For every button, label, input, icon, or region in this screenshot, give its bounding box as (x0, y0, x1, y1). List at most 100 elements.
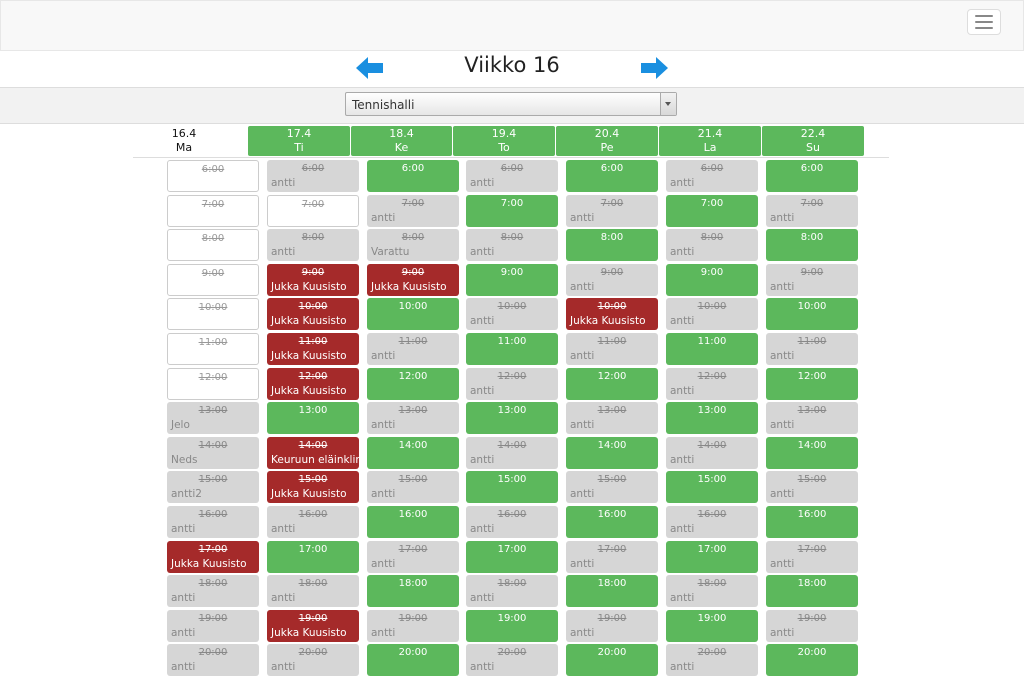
arrow-right-icon[interactable] (640, 57, 668, 79)
time-slot[interactable]: 19:00 antti (367, 610, 459, 642)
time-slot[interactable]: 17:00 (267, 541, 359, 573)
time-slot[interactable]: 7:00 (466, 195, 558, 227)
time-slot[interactable]: 19:00 Jukka Kuusisto (267, 610, 359, 642)
time-slot[interactable]: 12:00 (766, 368, 858, 400)
arrow-left-icon[interactable] (356, 57, 384, 79)
time-slot[interactable]: 20:00 antti (466, 644, 558, 676)
time-slot[interactable]: 15:00 antti2 (167, 471, 259, 503)
time-slot[interactable]: 18:00 (766, 575, 858, 607)
time-slot[interactable]: 9:00 Jukka Kuusisto (267, 264, 359, 296)
time-slot[interactable]: 20:00 antti (267, 644, 359, 676)
time-slot[interactable]: 20:00 antti (666, 644, 758, 676)
time-slot[interactable]: 7:00 antti (367, 195, 459, 227)
time-slot[interactable]: 14:00 antti (466, 437, 558, 469)
time-slot[interactable]: 11:00 (466, 333, 558, 365)
time-slot[interactable]: 12:00 Jukka Kuusisto (267, 368, 359, 400)
time-slot[interactable]: 6:00 (367, 160, 459, 192)
time-slot[interactable]: 8:00 (566, 229, 658, 261)
time-slot[interactable]: 8:00 (766, 229, 858, 261)
time-slot[interactable]: 7:00 (267, 195, 359, 227)
time-slot[interactable]: 13:00 antti (367, 402, 459, 434)
time-slot[interactable]: 20:00 antti (167, 644, 259, 676)
time-slot[interactable]: 15:00 (466, 471, 558, 503)
time-slot[interactable]: 16:00 (367, 506, 459, 538)
time-slot[interactable]: 11:00 (666, 333, 758, 365)
time-slot[interactable]: 10:00 Jukka Kuusisto (566, 298, 658, 330)
time-slot[interactable]: 18:00 antti (466, 575, 558, 607)
time-slot[interactable]: 20:00 (367, 644, 459, 676)
time-slot[interactable]: 18:00 antti (267, 575, 359, 607)
time-slot[interactable]: 9:00 (466, 264, 558, 296)
time-slot[interactable]: 6:00 antti (466, 160, 558, 192)
time-slot[interactable]: 15:00 antti (766, 471, 858, 503)
chevron-down-icon[interactable] (660, 93, 676, 115)
time-slot[interactable]: 7:00 (666, 195, 758, 227)
time-slot[interactable]: 10:00 (167, 298, 259, 330)
time-slot[interactable]: 6:00 antti (666, 160, 758, 192)
time-slot[interactable]: 14:00 (766, 437, 858, 469)
time-slot[interactable]: 12:00 antti (666, 368, 758, 400)
time-slot[interactable]: 18:00 (367, 575, 459, 607)
time-slot[interactable]: 16:00 (766, 506, 858, 538)
time-slot[interactable]: 8:00 antti (267, 229, 359, 261)
time-slot[interactable]: 10:00 antti (666, 298, 758, 330)
time-slot[interactable]: 15:00 Jukka Kuusisto (267, 471, 359, 503)
time-slot[interactable]: 11:00 antti (367, 333, 459, 365)
time-slot[interactable]: 11:00 antti (766, 333, 858, 365)
time-slot[interactable]: 7:00 antti (566, 195, 658, 227)
time-slot[interactable]: 9:00 (666, 264, 758, 296)
time-slot[interactable]: 7:00 antti (766, 195, 858, 227)
time-slot[interactable]: 9:00 (167, 264, 259, 296)
time-slot[interactable]: 13:00 antti (766, 402, 858, 434)
time-slot[interactable]: 14:00 (566, 437, 658, 469)
time-slot[interactable]: 14:00 Keuruun eläinklin (267, 437, 359, 469)
time-slot[interactable]: 12:00 antti (466, 368, 558, 400)
time-slot[interactable]: 16:00 (566, 506, 658, 538)
time-slot[interactable]: 14:00 Neds (167, 437, 259, 469)
time-slot[interactable]: 15:00 antti (566, 471, 658, 503)
time-slot[interactable]: 11:00 antti (566, 333, 658, 365)
time-slot[interactable]: 10:00 (367, 298, 459, 330)
hamburger-icon[interactable] (967, 9, 1001, 35)
time-slot[interactable]: 17:00 Jukka Kuusisto (167, 541, 259, 573)
time-slot[interactable]: 6:00 (566, 160, 658, 192)
time-slot[interactable]: 9:00 antti (566, 264, 658, 296)
time-slot[interactable]: 7:00 (167, 195, 259, 227)
time-slot[interactable]: 8:00 Varattu (367, 229, 459, 261)
time-slot[interactable]: 18:00 antti (666, 575, 758, 607)
venue-select[interactable]: Tennishalli (345, 92, 677, 116)
time-slot[interactable]: 12:00 (167, 368, 259, 400)
time-slot[interactable]: 20:00 (766, 644, 858, 676)
time-slot[interactable]: 13:00 (666, 402, 758, 434)
time-slot[interactable]: 6:00 (167, 160, 259, 192)
time-slot[interactable]: 12:00 (367, 368, 459, 400)
time-slot[interactable]: 13:00 antti (566, 402, 658, 434)
time-slot[interactable]: 11:00 (167, 333, 259, 365)
time-slot[interactable]: 8:00 antti (666, 229, 758, 261)
time-slot[interactable]: 13:00 Jelo (167, 402, 259, 434)
time-slot[interactable]: 13:00 (466, 402, 558, 434)
time-slot[interactable]: 19:00 antti (566, 610, 658, 642)
time-slot[interactable]: 20:00 (566, 644, 658, 676)
time-slot[interactable]: 14:00 antti (666, 437, 758, 469)
time-slot[interactable]: 12:00 (566, 368, 658, 400)
time-slot[interactable]: 17:00 (666, 541, 758, 573)
time-slot[interactable]: 15:00 antti (367, 471, 459, 503)
time-slot[interactable]: 9:00 antti (766, 264, 858, 296)
time-slot[interactable]: 8:00 (167, 229, 259, 261)
time-slot[interactable]: 17:00 antti (566, 541, 658, 573)
time-slot[interactable]: 10:00 antti (466, 298, 558, 330)
time-slot[interactable]: 14:00 (367, 437, 459, 469)
time-slot[interactable]: 16:00 antti (167, 506, 259, 538)
time-slot[interactable]: 19:00 (466, 610, 558, 642)
time-slot[interactable]: 19:00 (666, 610, 758, 642)
time-slot[interactable]: 17:00 antti (367, 541, 459, 573)
time-slot[interactable]: 8:00 antti (466, 229, 558, 261)
time-slot[interactable]: 16:00 antti (666, 506, 758, 538)
time-slot[interactable]: 19:00 antti (766, 610, 858, 642)
time-slot[interactable]: 10:00 Jukka Kuusisto (267, 298, 359, 330)
time-slot[interactable]: 13:00 (267, 402, 359, 434)
time-slot[interactable]: 18:00 (566, 575, 658, 607)
time-slot[interactable]: 10:00 (766, 298, 858, 330)
time-slot[interactable]: 6:00 (766, 160, 858, 192)
